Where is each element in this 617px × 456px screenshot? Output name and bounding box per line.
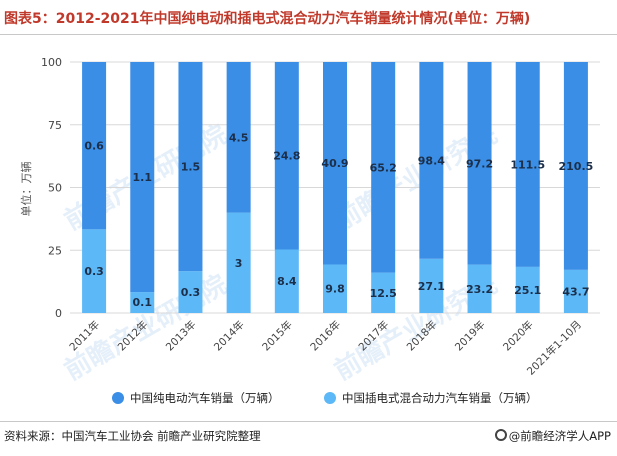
data-label-phev: 43.7 <box>562 285 589 298</box>
legend-label: 中国插电式混合动力汽车销量（万辆） <box>342 391 538 405</box>
data-label-bev: 1.5 <box>181 161 201 174</box>
data-label-bev: 0.6 <box>84 140 104 153</box>
bar-segment-bev <box>515 62 540 267</box>
y-tick-label: 100 <box>41 56 62 69</box>
x-tick-label: 2020年 <box>500 318 536 354</box>
data-label-bev: 1.1 <box>133 171 153 184</box>
bar-segment-phev <box>563 269 588 313</box>
data-label-bev: 40.9 <box>321 157 348 170</box>
bar-segment-phev <box>323 264 347 313</box>
bar-segment-phev <box>82 229 107 313</box>
bar-segment-bev <box>130 62 155 293</box>
bar-segment-bev <box>226 62 251 213</box>
y-tick-label: 75 <box>48 119 62 132</box>
brand-text: @前瞻经济学人APP <box>508 429 611 443</box>
legend-marker <box>112 392 124 404</box>
data-label-phev: 0.3 <box>181 286 201 299</box>
top-divider <box>0 34 617 35</box>
bar-segment-bev <box>178 62 203 272</box>
data-label-bev: 98.4 <box>418 154 445 167</box>
bar-segment-phev <box>226 212 251 313</box>
bar-segment-bev <box>323 62 347 265</box>
bar-segment-bev <box>82 62 107 230</box>
y-tick-label: 50 <box>48 182 62 195</box>
bar-segment-phev <box>515 266 540 313</box>
x-tick-label: 2019年 <box>452 318 488 354</box>
data-label-phev: 27.1 <box>418 280 445 293</box>
bar-segment-bev <box>371 62 396 273</box>
chart-title: 图表5：2012-2021年中国纯电动和插电式混合动力汽车销量统计情况(单位：万… <box>4 11 531 27</box>
x-tick-label: 2016年 <box>308 318 344 354</box>
data-label-phev: 23.2 <box>466 283 493 296</box>
qianzhan-logo-icon <box>494 429 507 441</box>
data-label-bev: 65.2 <box>370 161 397 174</box>
bar-segment-bev <box>419 62 444 259</box>
bar-segment-phev <box>371 272 396 313</box>
data-label-phev: 0.1 <box>133 296 153 309</box>
y-axis-label: 单位：万辆 <box>19 162 33 217</box>
bar-segment-phev <box>130 292 155 313</box>
brand-credit: @前瞻经济学人APP <box>494 428 611 444</box>
x-tick-label: 2015年 <box>259 318 295 354</box>
bar-segment-phev <box>419 258 444 313</box>
bars-layer <box>82 62 588 313</box>
data-label-bev: 210.5 <box>559 160 594 173</box>
data-label-phev: 8.4 <box>277 275 297 288</box>
bar-segment-phev <box>467 264 492 313</box>
data-labels-layer: 0.6 0.3 1.1 0.1 1.5 0.3 4.5 3 24.8 8.4 40.9 9.8 65.2… <box>84 131 593 309</box>
data-label-bev: 24.8 <box>273 150 300 163</box>
data-label-phev: 12.5 <box>370 287 397 300</box>
y-tick-label: 25 <box>48 244 62 257</box>
data-label-phev: 9.8 <box>325 283 345 296</box>
x-tick-label: 2014年 <box>211 318 247 354</box>
data-label-phev: 3 <box>235 257 243 270</box>
data-label-phev: 25.1 <box>514 284 541 297</box>
bar-segment-bev <box>274 62 299 250</box>
stacked-bar-chart: 前瞻产业研究院前瞻产业研究院前瞻产业研究院前瞻产业研究院 0.60.31.10.… <box>19 56 600 405</box>
data-label-bev: 111.5 <box>510 158 545 171</box>
x-ticks-layer: 2011年 2012年 2013年 2014年 2015年 2016年 2017年 2018年… <box>67 318 584 378</box>
data-label-phev: 0.3 <box>84 265 104 278</box>
bottom-divider <box>0 421 617 422</box>
y-tick-label: 0 <box>55 307 62 320</box>
bar-segment-phev <box>274 249 299 313</box>
legend-label: 中国纯电动汽车销量（万辆） <box>130 391 280 405</box>
bar-segment-bev <box>467 62 492 265</box>
source-note: 资料来源：中国汽车工业协会 前瞻产业研究院整理 <box>4 429 261 443</box>
legend: 中国纯电动汽车销量（万辆） 中国插电式混合动力汽车销量（万辆） <box>112 391 538 405</box>
bar-segment-phev <box>178 271 203 313</box>
data-label-bev: 97.2 <box>466 157 493 170</box>
bar-segment-bev <box>563 62 588 270</box>
legend-marker <box>324 392 336 404</box>
y-ticks-layer: 0 25 50 75 100 <box>41 56 62 320</box>
data-label-bev: 4.5 <box>229 131 249 144</box>
